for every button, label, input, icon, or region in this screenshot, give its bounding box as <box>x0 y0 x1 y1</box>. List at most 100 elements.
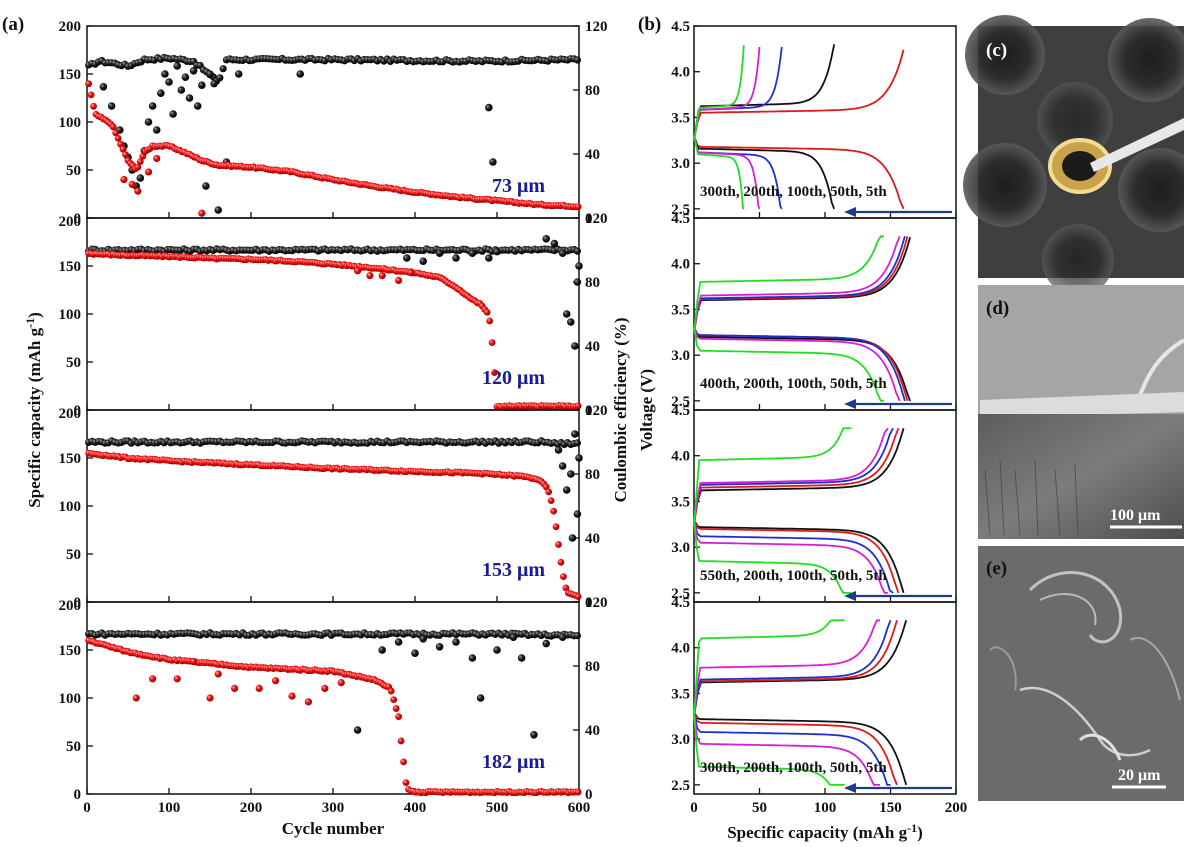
y-left-tick-label: 50 <box>66 163 81 179</box>
charge-curve <box>693 235 884 333</box>
efficiency-point <box>573 278 582 286</box>
y-right-tick-label: 40 <box>585 723 600 739</box>
y-left-tick-label: 50 <box>66 547 81 563</box>
arrow-head <box>844 783 856 793</box>
efficiency-point <box>550 239 559 248</box>
x-tick-label: 200 <box>945 800 968 816</box>
y-right-tick-label: 0 <box>585 787 593 803</box>
efficiency-point <box>542 235 550 243</box>
efficiency-point <box>567 470 575 478</box>
capacity-point <box>354 267 362 275</box>
charge-curve <box>693 45 745 141</box>
charge-curve <box>693 619 880 717</box>
capacity-point <box>400 758 407 766</box>
efficiency-point <box>202 182 210 190</box>
capacity-point <box>120 176 128 184</box>
efficiency-point <box>234 70 243 78</box>
capacity-point <box>378 272 386 280</box>
capacity-point <box>272 677 280 685</box>
cycle-order-label: 400th, 200th, 100th, 50th, 5th <box>700 376 887 392</box>
capacity-point <box>542 483 550 491</box>
efficiency-point <box>452 638 460 646</box>
thickness-label: 182 μm <box>482 751 545 773</box>
y-tick-label: 3.0 <box>671 540 690 556</box>
y-tick-label: 3.0 <box>671 156 690 172</box>
efficiency-point <box>573 56 581 64</box>
y-right-tick-label: 80 <box>585 275 600 291</box>
efficiency-point <box>573 247 581 255</box>
y-left-tick-label: 0 <box>74 211 82 227</box>
charge-curve <box>693 427 889 525</box>
y-tick-label: 4.5 <box>671 403 690 419</box>
panel-e-sem-surface: (e) 20 μm <box>978 546 1184 801</box>
y-tick-label: 2.5 <box>671 202 690 218</box>
y-right-tick-label: 40 <box>585 531 600 547</box>
x-tick-label: 300 <box>322 800 345 816</box>
efficiency-point <box>573 510 582 518</box>
y-tick-label: 3.5 <box>671 686 690 702</box>
efficiency-point <box>411 649 419 657</box>
charge-curve <box>693 619 892 717</box>
y-tick-label: 3.5 <box>671 302 690 318</box>
efficiency-point <box>509 633 518 641</box>
charge-curve <box>693 236 911 333</box>
y-tick-label: 3.5 <box>671 494 690 510</box>
capacity-point <box>136 158 144 166</box>
capacity-point <box>90 102 97 110</box>
x-tick-label: 100 <box>158 800 181 816</box>
x-tick-label: 50 <box>752 800 767 816</box>
y-right-tick-label: 120 <box>585 211 608 227</box>
x-tick-label: 0 <box>690 800 698 816</box>
y-left-tick-label: 150 <box>59 451 82 467</box>
capacity-point <box>557 558 565 566</box>
capacity-point <box>574 788 582 796</box>
efficiency-point <box>206 70 214 78</box>
capacity-point <box>574 593 582 600</box>
efficiency-point <box>493 646 501 654</box>
discharge-curve <box>693 519 894 594</box>
y-left-tick-label: 100 <box>59 691 82 707</box>
markers <box>85 235 583 411</box>
efficiency-point <box>181 73 190 81</box>
capacity-point <box>128 180 136 188</box>
capacity-point <box>112 129 120 137</box>
efficiency-point <box>157 89 165 97</box>
capacity-point <box>407 269 415 277</box>
capacity-point <box>214 670 222 678</box>
y-tick-label: 3.5 <box>671 110 690 126</box>
capacity-point <box>149 675 157 683</box>
efficiency-point <box>542 639 550 648</box>
charge-curve <box>693 49 905 141</box>
scale-bar-e-label: 20 μm <box>1118 767 1161 784</box>
discharge-curve <box>693 135 905 210</box>
efficiency-point <box>567 318 575 326</box>
efficiency-point <box>419 635 428 643</box>
charge-curve <box>693 428 905 525</box>
y-right-tick-label: 120 <box>585 403 608 419</box>
capacity-point <box>153 154 161 163</box>
arrow-head <box>844 207 856 217</box>
discharge-curve <box>693 519 900 594</box>
y-right-tick-label: 120 <box>585 19 608 35</box>
efficiency-point <box>573 632 581 640</box>
discharge-curve <box>693 711 880 786</box>
y-tick-label: 4.0 <box>671 65 690 81</box>
charge-curve <box>693 236 906 333</box>
efficiency-point <box>435 643 444 651</box>
capacity-point <box>545 488 553 496</box>
x-axis-label: Specific capacity (mAh g-1) <box>727 821 923 842</box>
y-tick-label: 4.5 <box>671 595 690 611</box>
efficiency-point <box>214 206 222 214</box>
capacity-point <box>119 145 127 153</box>
panel-d-sem-cross-section: (d) 100 μm <box>978 285 1184 539</box>
capacity-point <box>198 209 206 217</box>
y-left-tick-label: 100 <box>59 115 82 131</box>
panel-label-a: (a) <box>2 14 24 35</box>
efficiency-point <box>558 249 567 257</box>
efficiency-point <box>468 249 477 257</box>
cycle-order-label: 300th, 200th, 100th, 50th, 5th <box>700 184 887 200</box>
